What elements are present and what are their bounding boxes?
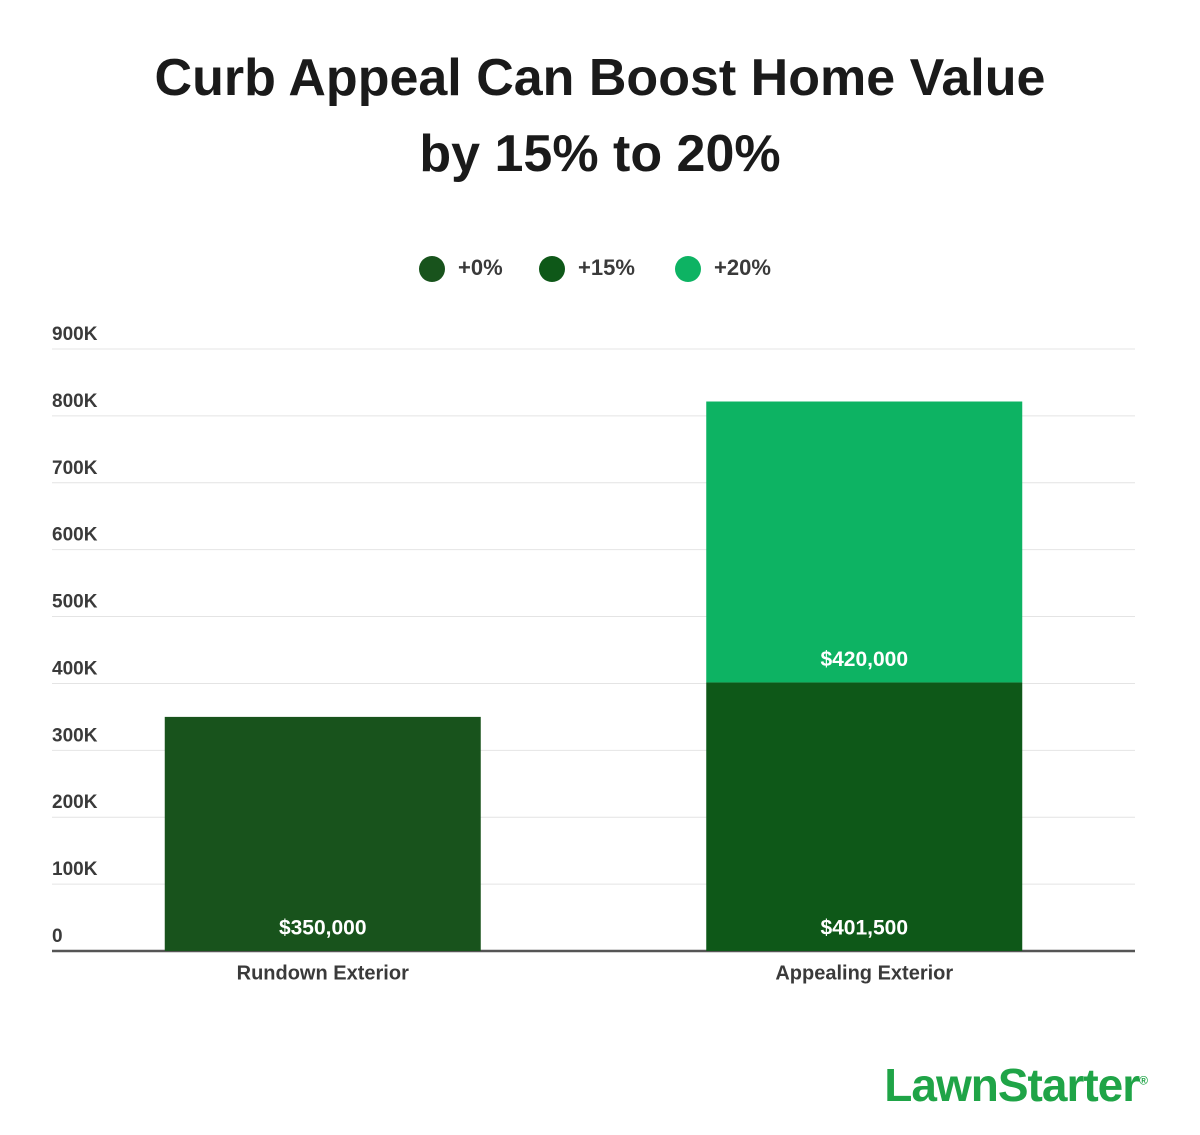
y-tick-label: 300K bbox=[52, 725, 98, 746]
logo-text: LawnStarter bbox=[884, 1059, 1140, 1111]
x-tick-label: Appealing Exterior bbox=[775, 962, 953, 984]
y-tick-label: 900K bbox=[52, 324, 98, 345]
logo-mark: ® bbox=[1139, 1073, 1148, 1088]
y-tick-label: 600K bbox=[52, 525, 98, 546]
y-tick-label: 100K bbox=[52, 859, 98, 880]
y-tick-label: 700K bbox=[52, 458, 98, 479]
y-tick-label: 200K bbox=[52, 792, 98, 813]
legend-label: +0% bbox=[458, 255, 503, 280]
bar-segment bbox=[706, 401, 1023, 683]
legend-swatch bbox=[539, 256, 565, 282]
y-tick-label: 800K bbox=[52, 391, 98, 412]
chart-title: Curb Appeal Can Boost Home Value by 15% … bbox=[154, 49, 1046, 183]
legend-label: +15% bbox=[578, 255, 635, 280]
data-label: $420,000 bbox=[820, 648, 908, 671]
legend-swatch bbox=[419, 256, 445, 282]
legend-label: +20% bbox=[714, 255, 771, 280]
data-label: $401,500 bbox=[820, 917, 908, 940]
bar-segment bbox=[706, 682, 1023, 951]
bar-segment bbox=[164, 716, 481, 951]
x-tick-label: Rundown Exterior bbox=[237, 962, 409, 984]
logo: LawnStarter® bbox=[884, 1058, 1148, 1112]
legend-swatch bbox=[675, 256, 701, 282]
y-tick-label: 500K bbox=[52, 592, 98, 613]
y-tick-label: 0 bbox=[52, 926, 63, 947]
y-tick-label: 400K bbox=[52, 658, 98, 679]
data-label: $350,000 bbox=[279, 917, 367, 940]
